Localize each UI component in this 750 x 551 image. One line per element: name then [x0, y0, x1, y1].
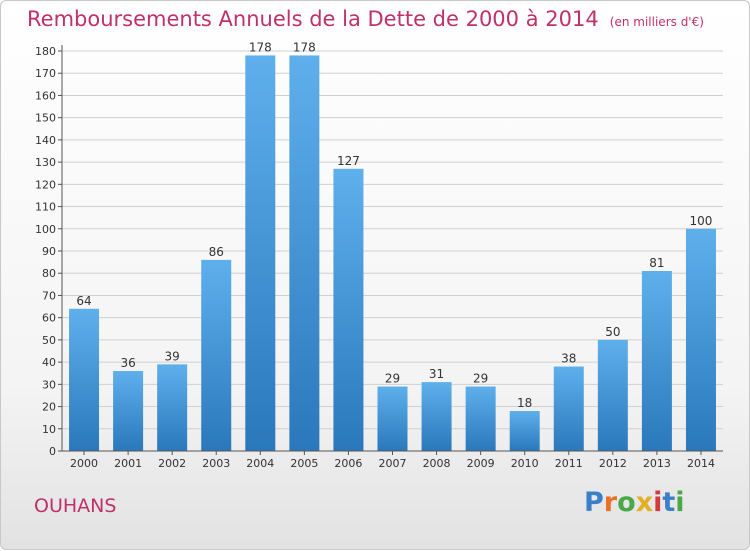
- y-tick-label: 150: [35, 112, 56, 125]
- bar: [333, 168, 364, 451]
- data-label: 18: [517, 396, 532, 410]
- data-label: 81: [649, 256, 664, 270]
- y-tick-label: 70: [42, 289, 56, 302]
- x-tick-label: 2009: [467, 457, 495, 470]
- bar: [421, 382, 452, 451]
- y-tick-label: 160: [35, 89, 56, 102]
- bar: [245, 55, 276, 451]
- y-tick-label: 60: [42, 312, 56, 325]
- y-tick-label: 10: [42, 423, 56, 436]
- data-label: 64: [76, 294, 91, 308]
- x-tick-label: 2000: [70, 457, 98, 470]
- y-tick-label: 120: [35, 178, 56, 191]
- bar: [509, 411, 540, 451]
- logo-letter: r: [603, 487, 618, 518]
- bar: [289, 55, 320, 451]
- chart-title: Remboursements Annuels de la Dette de 20…: [27, 7, 704, 31]
- x-tick-label: 2010: [511, 457, 539, 470]
- data-label: 29: [385, 372, 400, 386]
- bar: [69, 308, 100, 451]
- logo-letter: P: [584, 487, 604, 518]
- y-tick-label: 30: [42, 378, 56, 391]
- y-tick-label: 90: [42, 245, 56, 258]
- data-labels: 64 36 39 86 178 178 127 29 31 29 18 38 50 81 100: [76, 40, 712, 410]
- data-label: 50: [605, 325, 620, 339]
- data-label: 178: [293, 40, 316, 54]
- x-tick-label: 2007: [379, 457, 407, 470]
- logo-letter: t: [662, 487, 676, 518]
- data-label: 31: [429, 367, 444, 381]
- x-tick-label: 2006: [334, 457, 362, 470]
- x-tick-label: 2003: [202, 457, 230, 470]
- bars: [69, 55, 716, 451]
- y-tick-label: 110: [35, 201, 56, 214]
- bar: [465, 386, 496, 451]
- data-label: 29: [473, 372, 488, 386]
- y-tick-label: 180: [35, 45, 56, 58]
- data-label: 39: [165, 349, 180, 363]
- x-tick-label: 2004: [246, 457, 274, 470]
- x-tick-label: 2011: [555, 457, 583, 470]
- logo-letter: i: [675, 487, 685, 518]
- chart-unit-note: (en milliers d'€): [609, 15, 704, 29]
- chart-title-text: Remboursements Annuels de la Dette de 20…: [27, 7, 599, 31]
- x-tick-label: 2001: [114, 457, 142, 470]
- y-tick-label: 50: [42, 334, 56, 347]
- logo-letter: o: [617, 487, 636, 518]
- data-label: 36: [120, 356, 135, 370]
- data-label: 38: [561, 352, 576, 366]
- y-tick-label: 40: [42, 356, 56, 369]
- x-tick-label: 2008: [423, 457, 451, 470]
- y-tick-label: 130: [35, 156, 56, 169]
- data-label: 178: [249, 40, 272, 54]
- y-tick-label: 170: [35, 67, 56, 80]
- logo-letter: i: [653, 487, 663, 518]
- logo-letter: x: [635, 487, 654, 518]
- proxiti-logo: Proxiti: [584, 487, 685, 518]
- data-label: 100: [690, 214, 713, 228]
- data-label: 86: [209, 245, 224, 259]
- y-tick-label: 0: [49, 445, 56, 458]
- bar: [113, 371, 144, 451]
- y-tick-label: 80: [42, 267, 56, 280]
- x-tick-label: 2012: [599, 457, 627, 470]
- bar: [597, 339, 628, 451]
- x-tick-label: 2013: [643, 457, 671, 470]
- x-tick-label: 2002: [158, 457, 186, 470]
- x-tick-label: 2014: [687, 457, 715, 470]
- y-tick-label: 140: [35, 134, 56, 147]
- commune-name: OUHANS: [34, 495, 117, 517]
- y-tick-label: 20: [42, 401, 56, 414]
- bar: [685, 228, 716, 451]
- bar: [377, 386, 408, 451]
- data-label: 127: [337, 154, 360, 168]
- bar: [157, 364, 188, 451]
- axes: 0 10 20 30 40 50 60 70 80 90 100 110 120 130 140 150 160…: [35, 45, 723, 470]
- y-tick-label: 100: [35, 223, 56, 236]
- bar: [201, 259, 232, 451]
- bar: [553, 366, 584, 451]
- bar: [641, 271, 672, 451]
- x-tick-label: 2005: [290, 457, 318, 470]
